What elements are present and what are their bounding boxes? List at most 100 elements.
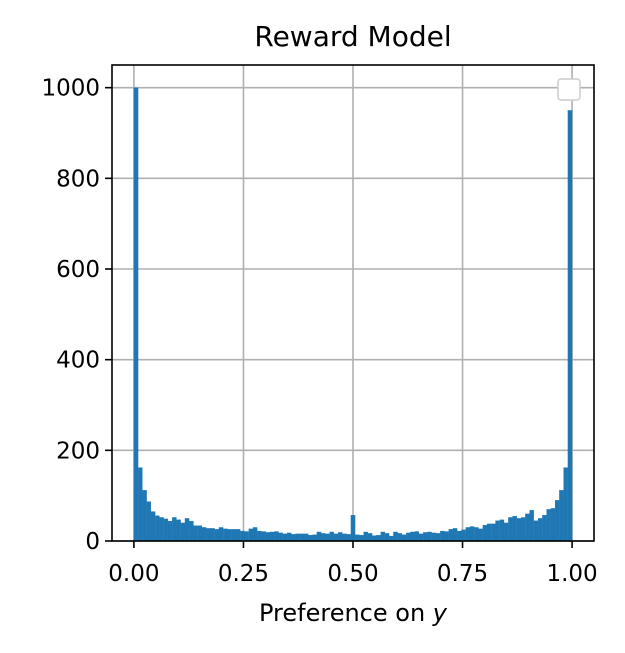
histogram-bar: [444, 531, 449, 542]
histogram-bar: [350, 515, 356, 542]
histogram-bar: [448, 529, 454, 542]
histogram-bar: [252, 527, 258, 542]
histogram-bar: [333, 533, 339, 542]
histogram-bar: [554, 500, 560, 542]
histogram-bar: [533, 520, 539, 542]
histogram-bar: [367, 533, 373, 542]
x-axis-title-variable: y: [432, 599, 448, 627]
histogram-bar: [563, 467, 568, 542]
histogram-bar: [414, 531, 420, 542]
histogram-bar: [176, 519, 181, 542]
histogram-bar: [146, 501, 152, 542]
histogram-bar: [474, 527, 479, 542]
y-tick-label: 600: [56, 257, 100, 283]
histogram-bar: [359, 535, 364, 542]
histogram-bar: [516, 518, 522, 542]
grid: [112, 65, 594, 542]
histogram-bar: [346, 534, 351, 542]
histogram-bar: [452, 528, 458, 542]
histogram-bar: [303, 533, 309, 542]
histogram-bar: [469, 526, 475, 542]
histogram-bar: [478, 528, 483, 542]
histogram-bar: [155, 515, 160, 542]
histogram-bar: [172, 517, 177, 542]
histogram-bar: [142, 490, 147, 542]
histogram-bar: [542, 515, 547, 542]
histogram-bar: [338, 532, 343, 542]
histogram-bar: [286, 532, 292, 542]
histogram-bar: [537, 518, 543, 542]
histogram-bar: [376, 535, 381, 542]
histogram-bar: [235, 529, 241, 542]
histogram-bar: [503, 522, 509, 542]
histogram-bar: [342, 533, 347, 542]
histogram-bar: [435, 533, 441, 542]
histogram-bar: [465, 527, 471, 542]
histogram-bar: [559, 490, 564, 542]
histogram-bar: [363, 531, 368, 542]
histogram-bar: [218, 527, 224, 542]
histogram-bar: [393, 531, 398, 542]
y-tick-label: 200: [56, 438, 100, 464]
histogram-bar: [269, 531, 275, 542]
histogram-bar: [372, 535, 377, 542]
legend-box: [557, 78, 581, 101]
histogram-bar: [163, 518, 169, 542]
y-tick-label: 1000: [41, 76, 100, 102]
histogram-bar: [193, 525, 198, 542]
y-axis: 0 200 400 600 800 1000: [41, 76, 112, 555]
x-tick-label: 0.75: [437, 561, 488, 587]
histogram-bar: [380, 531, 386, 542]
x-tick-label: 1.00: [546, 561, 597, 587]
histogram-bar: [440, 530, 445, 542]
histogram-bar: [325, 533, 330, 542]
histogram-bar: [210, 528, 215, 542]
histogram-bar: [529, 510, 534, 542]
histogram-bar: [418, 533, 424, 542]
histogram-bar: [231, 529, 237, 542]
histogram-bar: [159, 517, 164, 542]
histogram-bar: [265, 532, 271, 542]
histogram-bar: [423, 532, 428, 542]
histogram-bar: [150, 511, 156, 542]
histogram-bar: [308, 535, 313, 542]
y-tick-label: 800: [56, 166, 100, 192]
histogram-bar: [355, 534, 360, 542]
histogram-bar: [410, 531, 415, 542]
histogram-bar: [397, 533, 403, 542]
histogram-bar: [244, 531, 249, 542]
histogram-bar: [206, 528, 211, 542]
histogram-bar: [214, 529, 220, 542]
histogram-bar: [274, 531, 279, 542]
histogram-bar: [320, 533, 326, 542]
histogram-bar: [495, 520, 500, 542]
histogram-bar: [461, 529, 466, 542]
x-tick-label: 0.25: [218, 561, 269, 587]
histogram-bar: [525, 513, 530, 542]
histogram-bar: [278, 532, 283, 542]
x-axis-title-text: Preference on: [259, 599, 425, 627]
histogram-bar: [248, 528, 254, 542]
histogram-bar: [282, 533, 288, 542]
x-axis-title: Preference on y: [259, 599, 448, 627]
histogram-bar: [223, 528, 228, 542]
histogram-bar: [384, 533, 390, 542]
histogram-bar: [257, 530, 262, 542]
histogram-bar: [546, 509, 551, 542]
histogram-bar: [401, 534, 407, 542]
x-axis: 0.00 0.25 0.50 0.75 1.00: [108, 541, 598, 587]
histogram-bar: [167, 520, 173, 542]
histogram-bar: [227, 529, 232, 542]
histogram-bar: [261, 531, 266, 542]
histogram-bar: [567, 110, 573, 542]
chart-title: Reward Model: [254, 20, 451, 53]
x-tick-label: 0.50: [327, 561, 378, 587]
histogram-bar: [486, 523, 492, 542]
histogram-bar: [184, 518, 190, 542]
histogram-bar: [329, 531, 334, 542]
histogram-bar: [499, 519, 505, 542]
histogram-bar: [133, 87, 139, 542]
histogram-bar: [138, 467, 143, 542]
histogram-bar: [520, 517, 526, 542]
